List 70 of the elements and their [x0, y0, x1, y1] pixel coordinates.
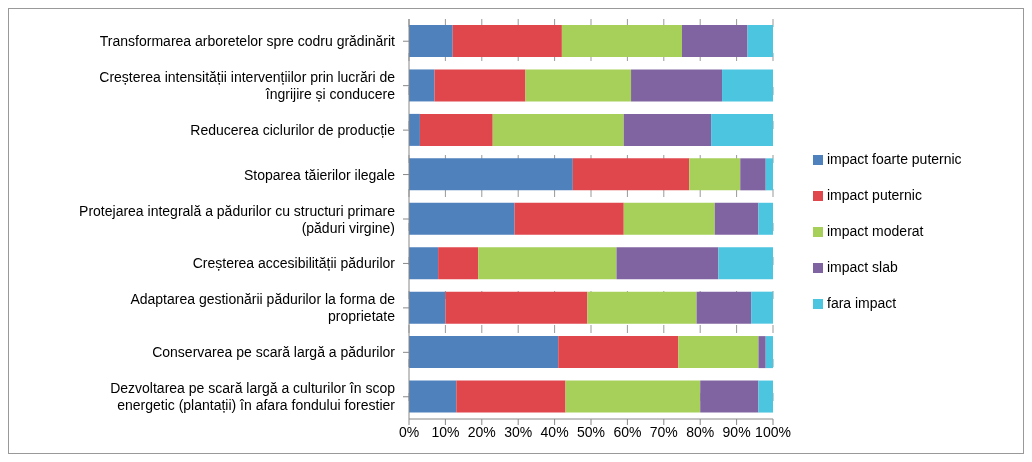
bar	[623, 202, 715, 235]
bar	[572, 158, 690, 191]
y-tick-label: Creșterea accesibilității pădurilor	[192, 255, 396, 272]
bar	[409, 247, 439, 280]
bar	[758, 380, 773, 413]
legend-label: impact moderat	[827, 223, 924, 239]
bar	[409, 380, 457, 413]
y-tick-label: Dezvoltarea pe scară largă a culturilor în scop energetic (plantații) în afara fondului forestier	[110, 380, 396, 414]
bar	[711, 113, 773, 146]
bar	[409, 113, 420, 146]
bar	[747, 25, 773, 57]
bar	[631, 69, 723, 102]
bar	[740, 158, 766, 191]
x-tick-label: 30%	[504, 423, 533, 440]
bar	[718, 247, 773, 280]
bar	[616, 247, 719, 280]
bar	[409, 69, 435, 102]
bar	[689, 158, 741, 191]
y-tick-label: Reducerea ciclurilor de producție	[190, 122, 396, 139]
bar	[514, 202, 624, 235]
y-tick-label: Creșterea intensității intervențiilor prin lucrări de îngrijire și conducere	[99, 69, 396, 103]
bar	[409, 158, 573, 191]
x-tick-label: 70%	[649, 423, 678, 440]
bar	[587, 291, 697, 324]
bar	[751, 291, 773, 324]
bar	[758, 202, 773, 235]
bar	[558, 336, 679, 369]
bar	[765, 158, 773, 191]
bar	[478, 247, 617, 280]
bar	[623, 113, 712, 146]
y-tick-label: Conservarea pe scară largă a pădurilor	[152, 344, 396, 361]
bar	[561, 25, 682, 57]
bar	[722, 69, 773, 102]
bar	[409, 202, 515, 235]
x-tick-label: 40%	[540, 423, 569, 440]
legend-label: impact slab	[827, 259, 898, 275]
y-tick-label: Transformarea arboretelor spre codru grădinărit	[99, 33, 396, 50]
bar	[445, 291, 588, 324]
bar	[682, 25, 748, 57]
x-tick-label: 50%	[576, 423, 606, 440]
bar	[765, 336, 773, 369]
y-tick-label: Protejarea integrală a pădurilor cu structuri primare (păduri virgine)	[79, 202, 396, 236]
legend-label: fara impact	[827, 295, 897, 311]
bar	[452, 25, 562, 57]
bar	[758, 336, 766, 369]
bar	[678, 336, 759, 369]
bar	[456, 380, 566, 413]
bar	[434, 69, 526, 102]
y-tick-label: Stoparea tăierilor ilegale	[244, 166, 396, 183]
bar	[409, 291, 446, 324]
bar	[565, 380, 701, 413]
bar	[409, 25, 453, 57]
bar	[409, 336, 559, 369]
bar	[700, 380, 759, 413]
x-tick-label: 20%	[467, 423, 496, 440]
bar	[438, 247, 479, 280]
x-tick-label: 90%	[722, 423, 751, 440]
bar	[419, 113, 493, 146]
legend-label: impact puternic	[827, 187, 922, 203]
bar	[714, 202, 759, 235]
bar	[525, 69, 632, 102]
bar	[696, 291, 752, 324]
x-tick-label: 10%	[431, 423, 460, 440]
y-tick-label: Adaptarea gestionării pădurilor la forma de proprietate	[130, 291, 396, 325]
legend-label: impact foarte puternic	[827, 151, 962, 167]
x-tick-label: 80%	[686, 423, 715, 440]
x-tick-label: 60%	[613, 423, 642, 440]
x-tick-label: 0%	[398, 423, 420, 440]
bar	[492, 113, 624, 146]
x-tick-label: 100%	[755, 423, 791, 440]
